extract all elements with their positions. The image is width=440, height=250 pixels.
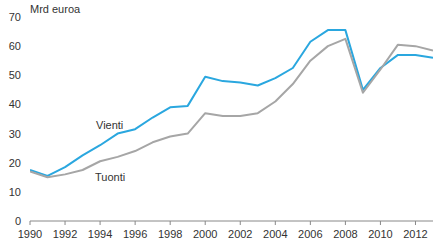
y-tick-label: 60 xyxy=(9,40,21,52)
x-tick-label: 1990 xyxy=(18,228,42,240)
x-tick-label: 2004 xyxy=(263,228,287,240)
x-tick xyxy=(345,221,346,225)
x-tick-label: 2000 xyxy=(193,228,217,240)
series-line xyxy=(30,30,433,176)
chart-container: Mrd euroa 0 10 20 30 40 50 60 70 1990 1992 1994 1996… xyxy=(0,0,440,250)
x-tick xyxy=(310,221,311,225)
x-tick xyxy=(275,221,276,225)
x-tick-label: 2002 xyxy=(228,228,252,240)
x-axis-line xyxy=(30,221,433,222)
y-tick-label: 30 xyxy=(9,128,21,140)
chart-svg: Mrd euroa 0 10 20 30 40 50 60 70 1990 1992 1994 1996… xyxy=(0,0,440,250)
x-tick-label: 1998 xyxy=(158,228,182,240)
x-tick-label: 1994 xyxy=(88,228,112,240)
series-annotation: Tuonti xyxy=(95,171,125,183)
x-tick-label: 1996 xyxy=(123,228,147,240)
x-tick xyxy=(135,221,136,225)
x-tick-label: 2012 xyxy=(403,228,427,240)
y-tick-label: 70 xyxy=(9,11,21,23)
x-tick xyxy=(100,221,101,225)
x-tick-label: 2006 xyxy=(298,228,322,240)
y-tick-label: 50 xyxy=(9,69,21,81)
x-tick xyxy=(30,221,31,225)
y-tick-label: 20 xyxy=(9,157,21,169)
x-tick xyxy=(415,221,416,225)
x-tick-label: 1992 xyxy=(53,228,77,240)
y-tick-label: 40 xyxy=(9,98,21,110)
y-tick-label: 0 xyxy=(15,215,21,227)
x-tick xyxy=(240,221,241,225)
y-tick-label: 10 xyxy=(9,186,21,198)
x-tick-label: 2008 xyxy=(333,228,357,240)
series-line xyxy=(30,39,433,177)
y-axis-title: Mrd euroa xyxy=(30,3,81,15)
x-tick xyxy=(170,221,171,225)
x-tick-label: 2010 xyxy=(368,228,392,240)
plot-lines xyxy=(30,30,433,177)
x-tick xyxy=(205,221,206,225)
x-tick xyxy=(380,221,381,225)
series-annotation: Vienti xyxy=(96,119,123,131)
x-tick xyxy=(65,221,66,225)
